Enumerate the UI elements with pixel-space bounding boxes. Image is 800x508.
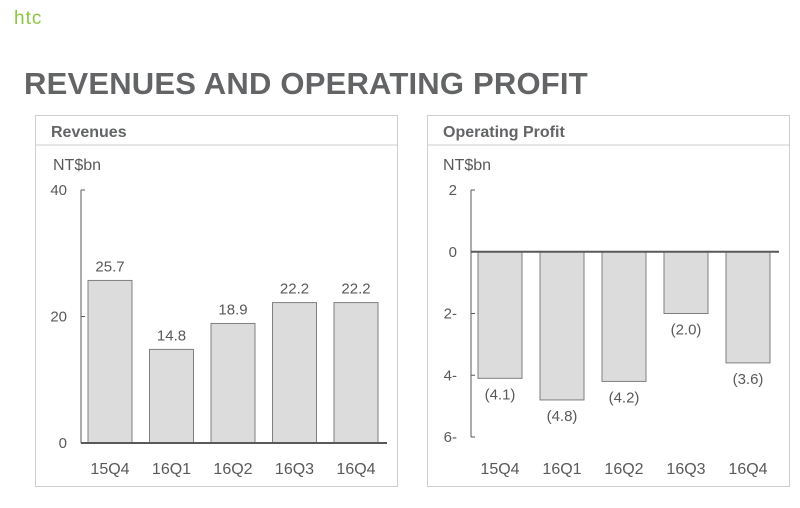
operating-profit-category-label: 15Q4: [480, 461, 519, 478]
operating-profit-unit-label: NT$bn: [443, 157, 491, 174]
revenues-y-tick-label: 40: [50, 182, 67, 199]
operating-profit-bar: [601, 251, 647, 382]
operating-profit-data-label: (2.0): [671, 322, 702, 339]
operating-profit-category-label: 16Q2: [604, 461, 643, 478]
operating-profit-bar: [477, 251, 523, 379]
revenues-bar: [210, 322, 256, 444]
revenues-y-tick-label: 0: [59, 435, 67, 452]
revenues-category-label: 16Q3: [275, 461, 314, 478]
revenues-data-label: 22.2: [341, 281, 370, 298]
revenues-category-label: 16Q2: [213, 461, 252, 478]
revenues-panel: Revenues: [35, 115, 398, 487]
operating-profit-data-label: (3.6): [733, 371, 764, 388]
revenues-panel-title: Revenues: [51, 124, 127, 141]
operating-profit-bar: [539, 251, 585, 401]
operating-profit-data-label: (4.2): [609, 389, 640, 406]
operating-profit-category-label: 16Q3: [666, 461, 705, 478]
operating-profit-category-label: 16Q4: [728, 461, 767, 478]
operating-profit-y-tick-label: 6-: [444, 429, 457, 446]
operating-profit-panel-title: Operating Profit: [443, 124, 565, 141]
operating-profit-bar: [725, 251, 771, 364]
revenues-panel-header: [36, 116, 397, 146]
revenues-unit-label: NT$bn: [53, 157, 101, 174]
revenues-category-label: 16Q4: [336, 461, 375, 478]
revenues-data-label: 22.2: [280, 281, 309, 298]
revenues-data-label: 25.7: [95, 258, 124, 275]
operating-profit-y-tick-label: 0: [449, 244, 457, 261]
revenues-bar: [272, 302, 317, 444]
operating-profit-bar: [663, 251, 709, 314]
operating-profit-category-label: 16Q1: [542, 461, 581, 478]
operating-profit-data-label: (4.1): [485, 386, 516, 403]
revenues-bar: [333, 302, 379, 444]
revenues-category-label: 16Q1: [152, 461, 191, 478]
revenues-category-label: 15Q4: [90, 461, 129, 478]
operating-profit-y-tick-label: 2: [449, 182, 457, 199]
operating-profit-data-label: (4.8): [547, 408, 578, 425]
revenues-bar: [87, 279, 133, 444]
page-title: REVENUES AND OPERATING PROFIT: [24, 66, 588, 101]
revenues-data-label: 14.8: [157, 327, 186, 344]
operating-profit-y-tick-label: 2-: [444, 306, 457, 323]
revenues-data-label: 18.9: [218, 301, 247, 318]
operating-profit-y-tick-label: 4-: [444, 367, 457, 384]
operating-profit-panel-header: [428, 116, 789, 146]
operating-profit-panel: Operating Profit: [427, 115, 790, 487]
htc-logo: htc: [14, 8, 43, 29]
revenues-y-tick-label: 20: [50, 309, 67, 326]
revenues-bar: [149, 348, 194, 444]
